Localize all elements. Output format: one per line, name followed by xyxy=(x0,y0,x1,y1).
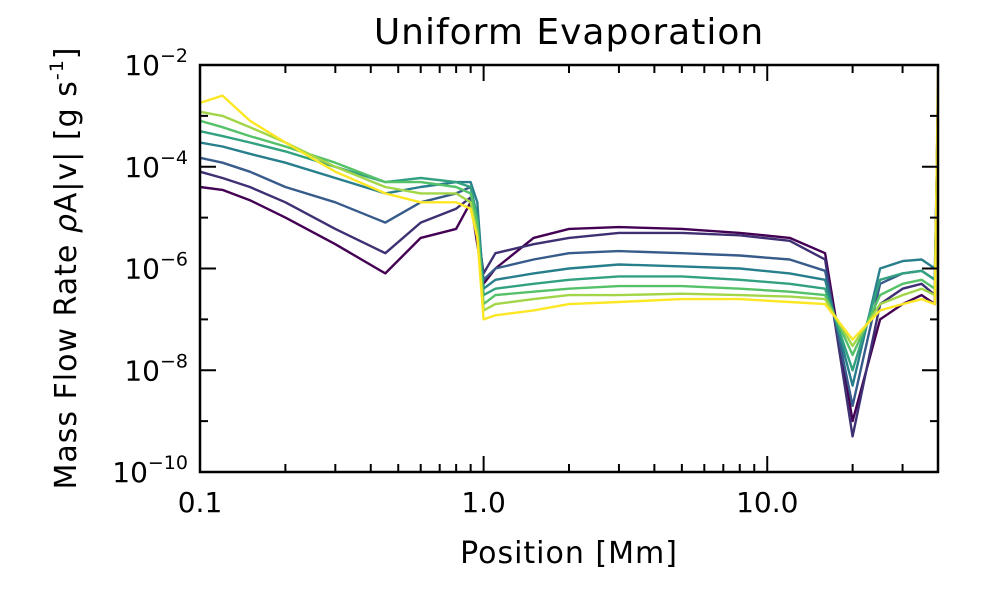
x-axis-label: Position [Mm] xyxy=(460,536,678,571)
x-axis-ticks: 0.1 1.0 10.0 xyxy=(178,65,939,519)
y-axis-ticks: 10−10 10−8 10−6 10−4 10−2 xyxy=(112,45,938,489)
series-layer xyxy=(200,69,938,438)
series-line-3 xyxy=(200,100,938,407)
series-line-4 xyxy=(200,106,938,387)
chart-title: Uniform Evaporation xyxy=(374,12,764,53)
series-line-7 xyxy=(200,100,938,348)
y-axis-label: Mass Flow Rate ρA|v| [g s-1] xyxy=(46,46,84,489)
x-tick-label: 0.1 xyxy=(178,486,223,519)
y-tick-label: 10−8 xyxy=(124,350,188,387)
series-line-8 xyxy=(200,69,938,341)
x-tick-label: 10.0 xyxy=(736,486,798,519)
x-tick-label: 1.0 xyxy=(461,486,506,519)
series-line-6 xyxy=(200,115,938,357)
y-tick-label: 10−6 xyxy=(124,249,188,286)
series-line-1 xyxy=(200,85,938,423)
y-tick-label: 10−2 xyxy=(124,45,188,82)
y-tick-label: 10−4 xyxy=(124,147,188,184)
y-tick-label: 10−10 xyxy=(112,452,188,489)
